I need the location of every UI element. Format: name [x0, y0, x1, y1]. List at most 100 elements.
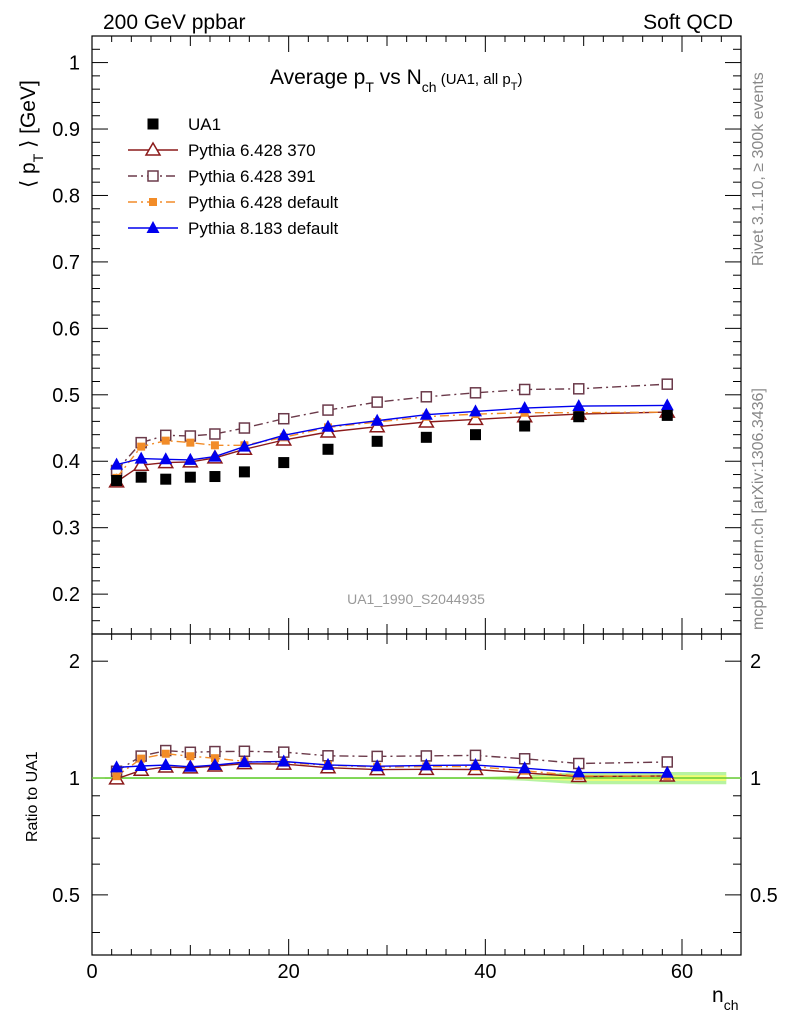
ratio-point-pythia-6-428-391 — [661, 756, 673, 768]
point-ua1 — [519, 420, 531, 432]
ratio-point-pythia-8-183-default — [277, 754, 291, 767]
legend-marker-ua1 — [147, 118, 159, 130]
x-tick-label: 0 — [86, 961, 97, 983]
point-pythia-6-428-370 — [132, 456, 150, 471]
legend-marker-pythia-8-183-default — [146, 221, 160, 233]
xlabel-sub: ch — [724, 997, 739, 1013]
ratio-point-pythia-8-183-default — [660, 765, 674, 778]
point-pythia-6-428-default — [186, 438, 195, 447]
point-pythia-8-183-default — [159, 452, 173, 465]
legend-label-ua1: UA1 — [188, 115, 221, 134]
ylabel-sub: T — [30, 153, 46, 162]
point-ua1 — [470, 429, 481, 441]
point-pythia-6-428-391 — [661, 378, 673, 390]
rivet-side-label: Rivet 3.1.10, ≥ 300k events — [750, 72, 767, 266]
ylabel-part-a: ⟨ p — [17, 162, 40, 188]
ratio-line-pythia-8-183-default — [116, 760, 668, 774]
ylabel-part-b: ⟩ [GeV] — [17, 80, 40, 154]
point-ua1 — [238, 466, 250, 478]
title-small-sub: T — [511, 81, 518, 93]
x-tick-label: 20 — [278, 961, 300, 983]
point-pythia-8-183-default — [419, 407, 433, 420]
y-tick-label: 0.6 — [52, 318, 80, 340]
ratio-y-tick-label-right: 0.5 — [750, 885, 778, 907]
point-pythia-6-428-391 — [322, 404, 334, 416]
ratio-y-tick-label: 0.5 — [52, 885, 80, 907]
analysis-id-label: UA1_1990_S2044935 — [347, 591, 485, 607]
point-pythia-8-183-default — [134, 451, 148, 464]
legend-label-pythia-6-428-default: Pythia 6.428 default — [188, 193, 339, 212]
point-ua1 — [111, 475, 123, 487]
ratio-point-pythia-8-183-default — [159, 758, 173, 771]
point-pythia-8-183-default — [277, 428, 291, 441]
title-small-end: ) — [518, 71, 523, 88]
point-pythia-6-428-391 — [371, 396, 383, 408]
main-panel-series — [108, 378, 676, 488]
series-line-pythia-6-428-391 — [116, 383, 668, 471]
point-pythia-6-428-391 — [518, 383, 531, 396]
point-pythia-8-183-default — [110, 457, 124, 470]
header-left-label: 200 GeV ppbar — [103, 11, 245, 34]
point-pythia-6-428-391 — [278, 412, 290, 425]
point-pythia-8-183-default — [208, 449, 222, 462]
ratio-point-pythia-8-183-default — [469, 758, 482, 771]
point-pythia-8-183-default — [237, 439, 251, 452]
point-ua1 — [278, 457, 290, 469]
xlabel-main: n — [712, 984, 724, 1007]
ratio-point-pythia-6-428-default — [112, 772, 121, 781]
point-ua1 — [322, 443, 334, 455]
point-pythia-6-428-370 — [418, 413, 435, 428]
legend-marker-pythia-6-428-370 — [144, 141, 162, 156]
ratio-y-tick-label-right: 2 — [750, 651, 761, 673]
ratio-point-pythia-8-183-default — [370, 759, 384, 772]
ratio-point-pythia-6-428-default — [186, 752, 195, 761]
point-ua1 — [420, 431, 432, 443]
mcplots-side-label: mcplots.cern.ch [arXiv:1306.3436] — [750, 388, 767, 630]
ratio-y-tick-label: 1 — [69, 768, 80, 790]
ratio-point-pythia-8-183-default — [110, 760, 124, 773]
point-pythia-6-428-370 — [467, 410, 484, 426]
y-axis-label: ⟨ pT ⟩ [GeV] — [17, 80, 46, 188]
ratio-point-pythia-8-183-default — [518, 761, 532, 774]
title-part-b: vs N — [374, 66, 422, 89]
ratio-point-pythia-8-183-default — [134, 758, 148, 771]
series-line-pythia-6-428-default — [116, 411, 668, 479]
point-pythia-8-183-default — [183, 452, 197, 465]
point-ua1 — [160, 473, 172, 485]
ratio-panel-frame — [91, 633, 742, 956]
series-line-pythia-8-183-default — [116, 404, 668, 466]
point-ua1 — [184, 471, 196, 483]
series-line-pythia-6-428-370 — [116, 411, 668, 483]
ratio-point-pythia-8-183-default — [321, 757, 335, 770]
legend-label-pythia-6-428-391: Pythia 6.428 391 — [188, 167, 316, 186]
ratio-point-pythia-8-183-default — [237, 755, 251, 768]
ratio-y-tick-label-right: 1 — [750, 768, 761, 790]
point-pythia-6-428-391 — [209, 428, 221, 440]
ratio-point-pythia-8-183-default — [572, 765, 586, 778]
ratio-point-pythia-8-183-default — [208, 758, 222, 771]
ratio-point-pythia-8-183-default — [419, 758, 433, 771]
title-small: (UA1, all p — [437, 71, 511, 88]
point-ua1 — [135, 471, 147, 483]
chart-title: Average pT vs Nch (UA1, all pT) — [270, 66, 523, 95]
legend: UA1 Pythia 6.428 370 Pythia 6.428 391 Pythi… — [128, 115, 339, 238]
point-pythia-6-428-391 — [573, 383, 585, 395]
y-tick-label: 0.5 — [52, 385, 80, 407]
point-pythia-6-428-default — [161, 436, 170, 445]
point-pythia-8-183-default — [469, 404, 482, 417]
ratio-point-pythia-6-428-default — [137, 754, 146, 763]
point-pythia-8-183-default — [370, 413, 384, 426]
point-pythia-6-428-391 — [238, 422, 251, 434]
point-pythia-8-183-default — [321, 419, 335, 432]
point-pythia-6-428-default — [210, 441, 219, 450]
y-tick-label: 0.3 — [52, 518, 80, 540]
legend-marker-pythia-6-428-391 — [147, 170, 159, 182]
legend-label-pythia-6-428-370: Pythia 6.428 370 — [188, 141, 316, 160]
y-tick-label: 0.7 — [52, 252, 80, 274]
y-tick-label: 0.9 — [52, 119, 80, 141]
legend-marker-pythia-6-428-default — [149, 198, 157, 206]
ratio-panel-series — [108, 744, 676, 785]
header-right-label: Soft QCD — [643, 11, 733, 34]
point-pythia-8-183-default — [518, 401, 532, 414]
